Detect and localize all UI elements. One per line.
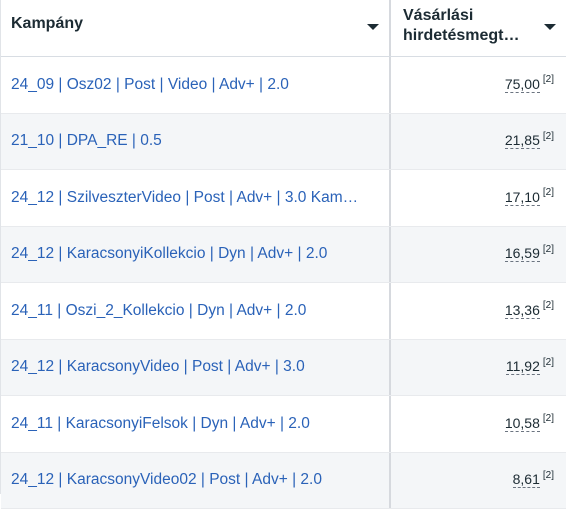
campaign-cell: 24_11 | KaracsonyiFelsok | Dyn | Adv+ | … [1, 396, 389, 452]
table-row: 24_11 | Oszi_2_Kollekcio | Dyn | Adv+ | … [1, 283, 566, 340]
footnote-ref: [2] [543, 74, 554, 85]
column-header-purchase-value[interactable]: Vásárlási hirdetésmegt… [389, 0, 566, 56]
campaign-link[interactable]: 24_12 | KaracsonyiKollekcio | Dyn | Adv+… [11, 245, 327, 263]
campaign-cell: 21_10 | DPA_RE | 0.5 [1, 114, 389, 170]
value-cell: 75,00[2] [389, 57, 566, 113]
purchase-value[interactable]: 21,85 [505, 133, 540, 149]
campaign-link[interactable]: 24_09 | Osz02 | Post | Video | Adv+ | 2.… [11, 76, 289, 94]
value-cell: 16,59[2] [389, 227, 566, 283]
campaign-link[interactable]: 24_11 | Oszi_2_Kollekcio | Dyn | Adv+ | … [11, 302, 306, 320]
footnote-ref: [2] [543, 300, 554, 311]
campaign-link[interactable]: 24_12 | KaracsonyVideo | Post | Adv+ | 3… [11, 358, 305, 376]
value-cell: 10,58[2] [389, 396, 566, 452]
campaign-table: Kampány Vásárlási hirdetésmegt… 24_09 | … [0, 0, 566, 494]
column-header-purchase-label-line1: Vásárlási [403, 6, 566, 26]
table-row: 24_12 | SzilveszterVideo | Post | Adv+ |… [1, 170, 566, 227]
campaign-cell: 24_12 | KaracsonyiKollekcio | Dyn | Adv+… [1, 227, 389, 283]
footnote-ref: [2] [543, 244, 554, 255]
column-header-campaign[interactable]: Kampány [1, 0, 389, 56]
table-row: 24_12 | KaracsonyiKollekcio | Dyn | Adv+… [1, 227, 566, 284]
campaign-cell: 24_12 | SzilveszterVideo | Post | Adv+ |… [1, 170, 389, 226]
campaign-link[interactable]: 24_12 | SzilveszterVideo | Post | Adv+ |… [11, 189, 358, 207]
purchase-value[interactable]: 17,10 [505, 190, 540, 206]
footnote-ref: [2] [543, 187, 554, 198]
campaign-cell: 24_09 | Osz02 | Post | Video | Adv+ | 2.… [1, 57, 389, 113]
footnote-ref: [2] [543, 413, 554, 424]
table-row: 21_10 | DPA_RE | 0.5 21,85[2] [1, 114, 566, 171]
footnote-ref: [2] [543, 131, 554, 142]
campaign-cell: 24_12 | KaracsonyVideo | Post | Adv+ | 3… [1, 340, 389, 396]
purchase-value[interactable]: 8,61 [513, 472, 540, 488]
purchase-value[interactable]: 75,00 [505, 77, 540, 93]
chevron-down-icon[interactable] [367, 24, 379, 30]
table-header: Kampány Vásárlási hirdetésmegt… [1, 0, 566, 57]
chevron-down-icon[interactable] [544, 24, 556, 30]
campaign-cell: 24_12 | KaracsonyVideo02 | Post | Adv+ |… [1, 453, 389, 509]
table-row: 24_12 | KaracsonyVideo02 | Post | Adv+ |… [1, 453, 566, 509]
column-header-campaign-label: Kampány [11, 15, 83, 32]
value-cell: 21,85[2] [389, 114, 566, 170]
value-cell: 8,61[2] [389, 453, 566, 509]
campaign-cell: 24_11 | Oszi_2_Kollekcio | Dyn | Adv+ | … [1, 283, 389, 339]
purchase-value[interactable]: 13,36 [505, 303, 540, 319]
table-row: 24_12 | KaracsonyVideo | Post | Adv+ | 3… [1, 340, 566, 397]
campaign-link[interactable]: 24_11 | KaracsonyiFelsok | Dyn | Adv+ | … [11, 415, 310, 433]
column-header-purchase-label-line2: hirdetésmegt… [403, 26, 566, 46]
footnote-ref: [2] [543, 470, 554, 481]
purchase-value[interactable]: 10,58 [505, 416, 540, 432]
value-cell: 17,10[2] [389, 170, 566, 226]
campaign-link[interactable]: 21_10 | DPA_RE | 0.5 [11, 132, 162, 150]
purchase-value[interactable]: 11,92 [506, 359, 540, 375]
value-cell: 13,36[2] [389, 283, 566, 339]
table-body: 24_09 | Osz02 | Post | Video | Adv+ | 2.… [1, 57, 566, 509]
table-row: 24_09 | Osz02 | Post | Video | Adv+ | 2.… [1, 57, 566, 114]
value-cell: 11,92[2] [389, 340, 566, 396]
purchase-value[interactable]: 16,59 [505, 246, 540, 262]
campaign-link[interactable]: 24_12 | KaracsonyVideo02 | Post | Adv+ |… [11, 471, 322, 489]
table-row: 24_11 | KaracsonyiFelsok | Dyn | Adv+ | … [1, 396, 566, 453]
footnote-ref: [2] [543, 357, 554, 368]
